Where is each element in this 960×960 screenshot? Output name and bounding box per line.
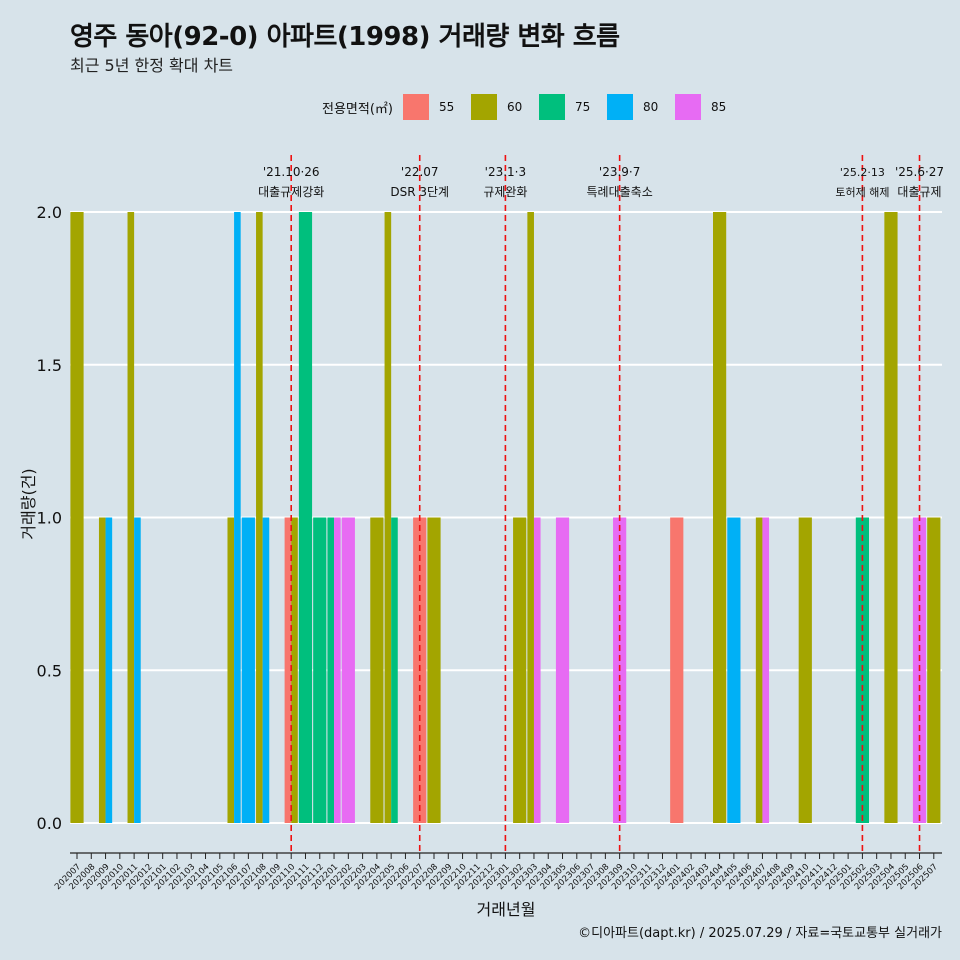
event-date-label: '22.07	[401, 165, 439, 179]
legend-label: 85	[710, 100, 727, 114]
bar	[762, 517, 770, 823]
legend-title: 전용면적(㎡)	[322, 101, 393, 117]
bar	[127, 212, 135, 823]
legend-label: 75	[574, 100, 591, 114]
bar	[384, 212, 392, 823]
legend-item-80: 80	[606, 94, 665, 120]
bar	[798, 517, 812, 823]
x-axis-title: 거래년월	[477, 900, 536, 919]
bar	[98, 517, 106, 823]
legend-label: 80	[642, 100, 659, 114]
y-tick-label: 2.0	[37, 203, 62, 222]
event-date-label: '23.9·7	[599, 165, 640, 179]
bar	[927, 517, 941, 823]
legend-swatch	[606, 94, 633, 120]
legend-item-75: 75	[538, 94, 597, 120]
bar	[291, 517, 298, 823]
event-label: DSR 3단계	[390, 185, 449, 199]
event-label: 규제완화	[483, 185, 527, 199]
bar	[427, 517, 441, 823]
legend-item-55: 55	[402, 94, 461, 120]
bar	[527, 212, 534, 823]
bar	[755, 517, 763, 823]
bar	[391, 517, 398, 823]
legend-item-85: 85	[674, 94, 733, 120]
bar	[241, 517, 255, 823]
bar	[313, 517, 327, 823]
legend: 전용면적(㎡) 55 60 75 80 85	[322, 92, 743, 122]
bar	[105, 517, 113, 823]
bar	[284, 517, 292, 823]
event-label: 대출규제강화	[258, 185, 324, 199]
bar	[134, 517, 141, 823]
legend-swatch	[674, 94, 701, 120]
bar	[370, 517, 384, 823]
chart-subtitle: 최근 5년 한정 확대 차트	[70, 56, 234, 75]
chart-title: 영주 동아(92-0) 아파트(1998) 거래량 변화 흐름	[70, 22, 620, 52]
bar	[555, 517, 570, 823]
bar	[884, 212, 898, 823]
event-date-label: '23.1·3	[485, 165, 526, 179]
event-label: 토허제 해제	[835, 185, 889, 199]
y-tick-label: 1.0	[37, 509, 62, 528]
bar	[533, 517, 541, 823]
bar	[256, 212, 263, 823]
event-date-label: '21.10·26	[263, 165, 320, 179]
event-date-label: '25.6·27	[895, 165, 944, 179]
bar	[227, 517, 235, 823]
y-axis-title: 거래량(건)	[19, 468, 38, 539]
bar	[234, 212, 241, 823]
legend-swatch	[402, 94, 429, 120]
event-label: 대출규제	[897, 185, 941, 199]
y-tick-label: 0.0	[37, 814, 62, 833]
bar	[670, 517, 684, 823]
bar	[727, 517, 741, 823]
event-label: 특례대출축소	[587, 185, 653, 199]
legend-label: 60	[506, 100, 523, 114]
bar	[713, 212, 727, 823]
bar	[70, 212, 84, 823]
legend-swatch	[470, 94, 497, 120]
bar	[262, 517, 270, 823]
y-tick-label: 1.5	[37, 356, 62, 375]
legend-swatch	[538, 94, 565, 120]
legend-label: 55	[438, 100, 455, 114]
bar	[341, 517, 355, 823]
legend-item-60: 60	[470, 94, 529, 120]
bar	[513, 517, 527, 823]
source-caption: ©디아파트(dapt.kr) / 2025.07.29 / 자료=국토교통부 실…	[578, 926, 942, 941]
bar	[327, 517, 335, 823]
event-date-label: '25.2·13	[840, 166, 885, 179]
y-tick-label: 0.5	[37, 661, 62, 680]
bar	[298, 212, 313, 823]
bar	[334, 517, 341, 823]
